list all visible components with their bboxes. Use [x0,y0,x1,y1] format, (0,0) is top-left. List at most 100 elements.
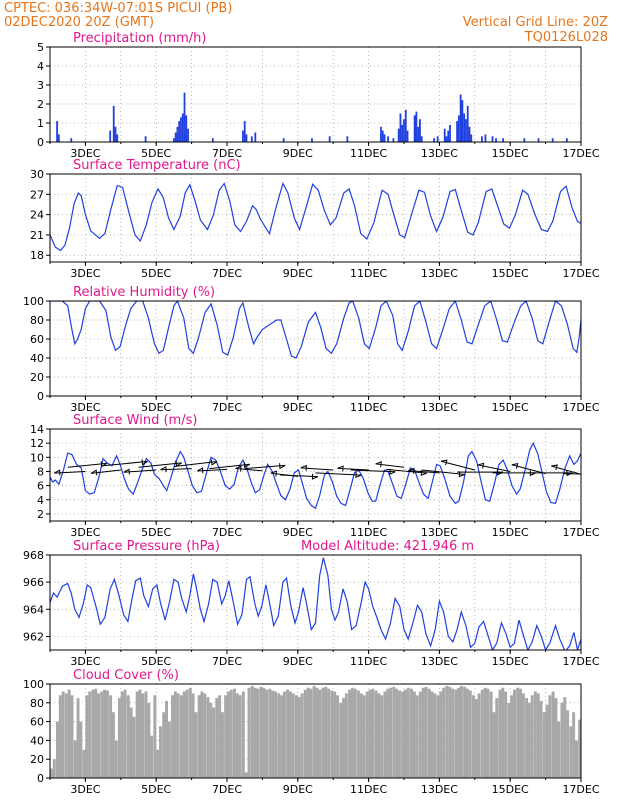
panel-frame [49,173,582,263]
x-tick-label: 9DEC [283,655,313,668]
cloud-bar [182,691,186,778]
x-tick-label: 13DEC [421,401,458,414]
wind-arrow-head [300,464,307,471]
panel-title: Precipitation (mm/h) [73,31,206,46]
cloud-bar [342,698,345,778]
cloud-bar [318,689,322,778]
wind-arrow-head [100,461,108,468]
precip-bar [465,119,467,142]
cloud-bar [350,687,354,778]
cloud-bar [545,704,549,778]
precip-bar [480,136,483,142]
cloud-bar [167,721,171,778]
cloud-bar [519,688,522,778]
cloud-bar [557,721,561,778]
precip-bar [447,130,450,142]
panel-frame [49,300,582,397]
x-tick-label: 3DEC [70,267,100,280]
cloud-bar [191,693,195,778]
cloud-bar [463,686,467,778]
cloud-bar [138,689,142,778]
precip-bar [523,138,526,142]
y-tick-label: 966 [23,576,44,589]
wind-arrow [244,464,286,470]
precip-bar [112,105,115,142]
x-tick-label: 13DEC [421,267,458,280]
cloud-bar [238,695,242,778]
precip-bar [417,126,420,142]
precip-bar [211,138,214,142]
precip-bar [420,136,423,142]
cloud-bar [271,690,275,778]
cloud-bar [259,686,263,778]
precip-bar [463,113,466,142]
wind-arrow-head [141,459,148,466]
cloud-bar [241,691,245,778]
cloud-bar [383,691,387,778]
wind-arrow [563,473,581,475]
cloud-bar [70,695,74,778]
cloud-bar [129,707,133,778]
cloud-bar [333,691,337,778]
x-tick-label: 7DEC [212,783,242,796]
cloud-bar [235,693,239,778]
wind-arrow [173,461,218,468]
cloud-bar [64,693,68,778]
cloud-bar [262,687,266,778]
precip-bar [176,126,179,142]
cloud-bar [424,686,428,778]
cloud-bar [574,740,578,778]
x-tick-label: 11DEC [350,655,387,668]
wind-arrow-head [477,462,485,469]
panel-2: 0 20 40 60 80 100 3DEC 5DEC 7DEC 9DEC 11DEC 13DEC 15… [23,285,600,414]
x-tick-label: 9DEC [283,267,313,280]
cloud-bar [415,695,419,778]
precip-bar [70,138,73,142]
cloud-bar [162,712,166,778]
cloud-bar [58,695,62,778]
precip-bar [565,138,568,142]
series-line [50,181,581,252]
header-date: 02DEC2020 20Z (GMT) [4,15,154,30]
y-tick-label: 0 [37,136,44,149]
precip-bar [114,126,117,142]
precip-bar [415,111,418,142]
cloud-bar [377,693,381,778]
cloud-bar [404,689,407,778]
series-group [56,92,568,142]
cloud-bar [563,697,567,778]
panel-frame [49,683,582,779]
wind-arrow [350,469,396,473]
panel-frame [49,46,582,143]
cloud-bar [356,690,360,778]
x-tick-label: 3DEC [70,783,100,796]
panel-0: 0 1 2 3 4 5 3DEC 5DEC 7DEC 9DEC 11DEC 13DEC 15DEC 17D… [37,31,600,160]
series-line [50,557,581,650]
precip-bar [456,121,458,142]
x-tick-label: 17DEC [562,526,599,539]
cloud-bar [578,719,581,778]
precip-bar [466,105,469,142]
cloud-bar [176,693,180,778]
cloud-bar [256,688,260,778]
y-tick-label: 12 [30,437,44,450]
cloud-bar [330,690,334,778]
x-tick-label: 5DEC [141,783,171,796]
series-line [50,301,581,359]
header-code: TQ0126L028 [524,30,608,45]
precip-bar [311,138,313,142]
cloud-bar [159,726,162,778]
cloud-bar [265,689,269,778]
precip-bar [470,134,473,142]
wind-arrow-head [389,468,396,475]
precip-bar [551,138,554,142]
y-tick-label: 6 [37,480,44,493]
wind-arrow-head [458,471,466,478]
y-tick-label: 60 [30,716,44,729]
wind-arrow-head [235,465,242,472]
cloud-bar [421,687,425,778]
panel-annotation: Model Altitude: 421.946 m [301,539,474,554]
y-tick-label: 0 [37,772,44,785]
cloud-bar [91,689,95,778]
